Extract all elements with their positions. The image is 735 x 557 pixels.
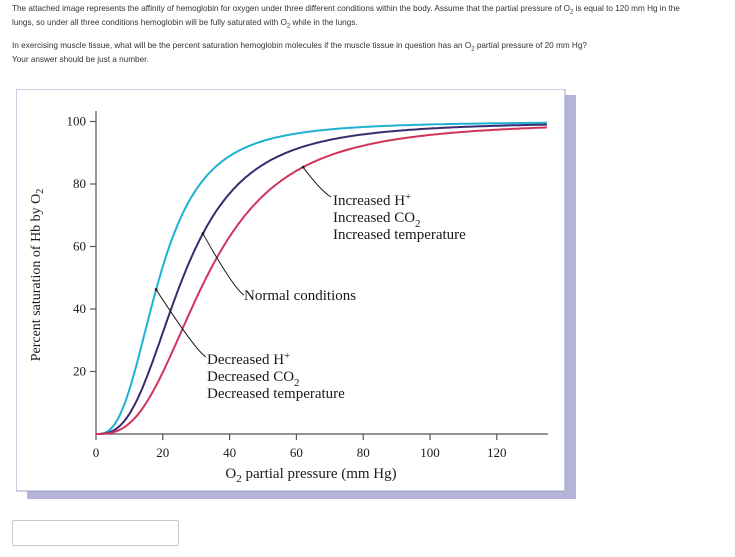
pointer-decreased: [155, 289, 207, 358]
y-tick-label: 20: [73, 364, 86, 379]
answer-input[interactable]: [12, 520, 179, 546]
curve-left: [96, 121, 547, 435]
y-tick-label: 80: [73, 176, 86, 191]
x-tick-label: 20: [156, 445, 169, 460]
y-tick-label: 100: [67, 114, 87, 129]
x-tick-label: 120: [487, 445, 507, 460]
annotation-increased-line: Increased CO2: [333, 210, 421, 230]
pointer-increased: [302, 166, 332, 198]
x-axis-label: O2 partial pressure (mm Hg): [225, 466, 396, 485]
question-line-3: In exercising muscle tissue, what will b…: [12, 41, 587, 53]
plot-frame: [15, 88, 566, 492]
x-tick-label: 80: [357, 445, 370, 460]
annotation-decreased-line: Decreased H+: [207, 350, 290, 368]
annotation-decreased-line: Decreased temperature: [207, 386, 345, 402]
y-axis-label: Percent saturation of Hb by O2: [29, 189, 46, 362]
annotation-decreased-line: Decreased CO2: [207, 369, 300, 389]
x-tick-label: 100: [420, 445, 440, 460]
pointer-decreased-tip: [154, 288, 158, 291]
x-tick-label: 0: [93, 445, 100, 460]
x-tick-label: 60: [290, 445, 303, 460]
pointer-normal: [202, 233, 245, 296]
annotation-increased-line: Increased temperature: [333, 227, 466, 243]
chart: 20 40 60 80 100 0 20 40 60 80 100 120 Increased H+…: [15, 88, 576, 499]
y-tick-label: 40: [73, 301, 86, 316]
x-tick-label: 40: [223, 445, 236, 460]
pointer-increased-tip: [301, 165, 305, 169]
curve-normal: [96, 123, 547, 435]
curves: [96, 121, 547, 435]
question-line-2: lungs, so under all three conditions hem…: [12, 18, 358, 30]
oxygen-dissociation-chart: 20 40 60 80 100 0 20 40 60 80 100 120 Increased H+…: [15, 88, 576, 499]
y-ticks: 20 40 60 80 100: [67, 114, 96, 379]
curve-right: [96, 126, 547, 435]
pointer-normal-tip: [201, 232, 205, 235]
annotation-normal-line: Normal conditions: [244, 288, 356, 304]
annotation-pointers: [154, 165, 332, 358]
question-instruction: Your answer should be just a number.: [12, 55, 149, 64]
question-line-1: The attached image represents the affini…: [12, 4, 680, 16]
annotation-increased-line: Increased H+: [333, 191, 411, 209]
y-tick-label: 60: [73, 239, 86, 254]
